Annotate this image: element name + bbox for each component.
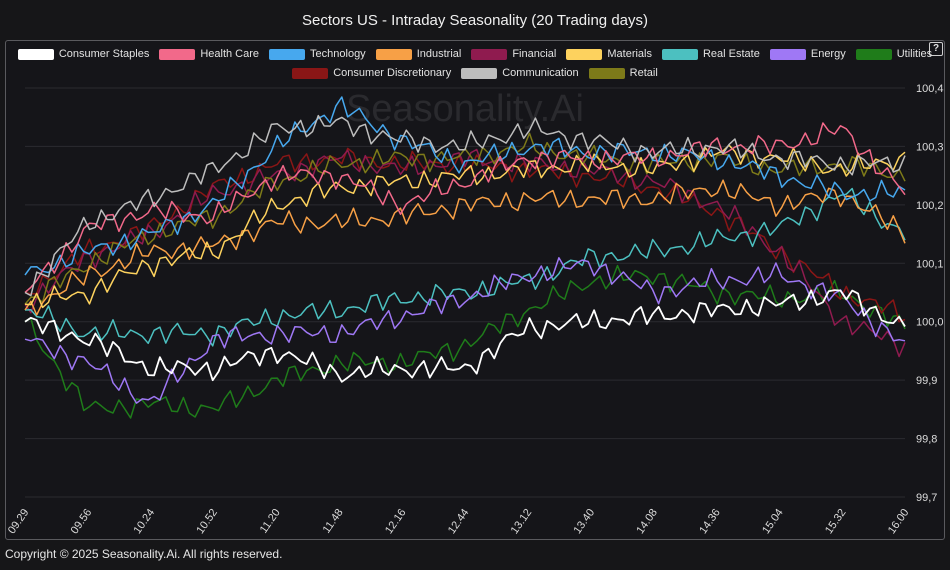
y-tick-label: 100,3 [916,141,944,153]
legend-label: Retail [629,67,658,79]
legend-swatch [855,48,892,60]
legend-swatch [269,48,306,60]
legend-label: Real Estate [702,48,760,60]
y-tick-label: 100,1 [916,258,944,270]
y-tick-label: 99,7 [916,492,937,504]
x-tick-label: 11.20 [258,507,283,536]
legend-item[interactable]: Communication [461,67,579,79]
legend-swatch [461,67,498,79]
x-tick-label: 09.56 [69,507,95,536]
legend-item[interactable]: Technology [269,48,366,60]
x-tick-label: 09.29 [6,507,32,536]
series-lines [24,96,906,419]
legend-swatch [17,48,54,60]
legend-item[interactable]: Consumer Staples [17,48,150,60]
x-tick-label: 10.24 [132,507,158,536]
series-line [24,289,906,383]
legend-label: Materials [607,48,652,60]
y-tick-label: 99,9 [916,375,937,387]
y-tick-label: 100,0 [916,317,944,329]
x-tick-label: 12.44 [446,507,472,536]
legend-item[interactable]: Retail [588,67,658,79]
series-line [24,264,906,419]
legend-item[interactable]: Energy [769,48,846,60]
x-tick-label: 10.52 [194,507,220,536]
series-line [24,96,906,276]
legend-item[interactable]: Health Care [159,48,259,60]
series-line [24,179,906,316]
x-tick-label: 13.12 [509,507,535,536]
help-icon[interactable]: ? [929,42,943,56]
copyright-text: Copyright © 2025 Seasonality.Ai. All rig… [5,547,283,561]
chart-title: Sectors US - Intraday Seasonality (20 Tr… [302,12,648,29]
legend-label: Utilities [896,48,933,60]
chart-frame [5,40,945,540]
watermark: Seasonality.Ai [346,88,584,130]
legend-label: Energy [810,48,846,60]
x-tick-label: 16.00 [886,507,912,536]
legend-label: Communication [502,67,579,79]
series-line [24,122,906,294]
x-tick-label: 15.04 [760,507,786,536]
legend-item[interactable]: Real Estate [661,48,760,60]
legend-swatch [566,48,603,60]
series-line [24,114,906,297]
series-line [24,148,906,358]
legend-label: Industrial [416,48,462,60]
x-tick-label: 13.40 [572,507,598,536]
y-tick-label: 100,4 [916,83,944,95]
series-line [24,132,906,305]
legend-swatch [661,48,698,60]
legend-swatch [588,67,625,79]
y-tick-labels: 99,7 99,8 99,9 100,0 100,1 100,2 100,3 100,4 [916,83,944,504]
series-line [24,144,906,309]
legend-label: Health Care [200,48,260,60]
legend-swatch [292,67,329,79]
legend-swatch [159,48,196,60]
series-line [24,187,906,347]
legend-item[interactable]: Consumer Discretionary [292,67,451,79]
legend-swatch [471,48,508,60]
legend-item[interactable]: Industrial [375,48,462,60]
legend-swatch [375,48,412,60]
legend-label: Technology [310,48,366,60]
x-tick-label: 12.16 [383,507,409,536]
legend-item[interactable]: Financial [471,48,556,60]
legend-swatch [769,48,806,60]
legend-label: Financial [512,48,557,60]
y-tick-label: 99,8 [916,434,937,446]
legend-label: Consumer Discretionary [333,67,452,79]
x-tick-label: 14.36 [697,507,723,536]
x-tick-labels: 09.29 09.56 10.24 10.52 11.20 11.48 12.16 12.44… [6,507,912,536]
legend-row-2: Consumer Discretionary Communication Retai… [0,67,950,79]
grid [25,87,905,498]
x-tick-label: 11.48 [321,507,346,536]
x-tick-label: 14.08 [634,507,660,536]
x-tick-label: 15.32 [823,507,849,536]
legend-item[interactable]: Materials [566,48,652,60]
legend-row-1: Consumer Staples Health Care Technology Ind… [0,48,950,60]
y-tick-label: 100,2 [916,200,944,212]
legend-label: Consumer Staples [58,48,150,60]
series-line [24,257,906,404]
legend-item[interactable]: Utilities [855,48,933,60]
